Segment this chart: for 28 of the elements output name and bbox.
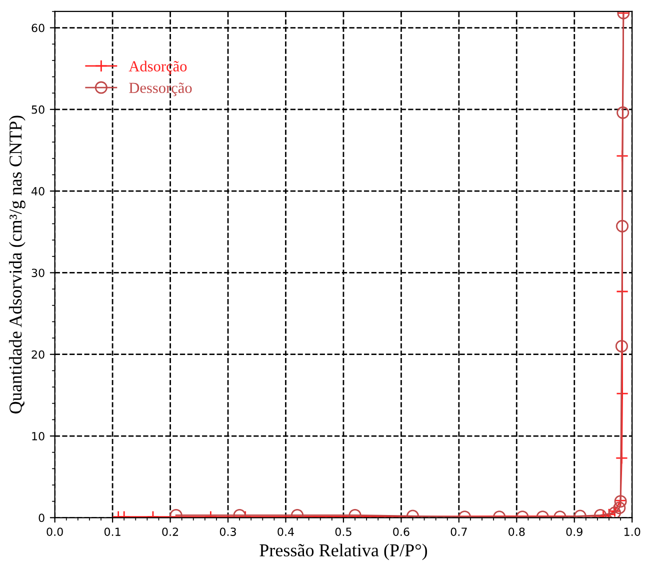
y-tick-label: 0 bbox=[38, 514, 44, 522]
x-tick-label: 1.0 bbox=[624, 528, 640, 536]
x-tick-label: 0.0 bbox=[46, 528, 63, 536]
x-tick-label: 0.2 bbox=[162, 528, 178, 536]
point bbox=[616, 150, 629, 162]
y-tick-label: 50 bbox=[32, 105, 44, 114]
x-tick-label: 0.3 bbox=[220, 528, 236, 536]
point bbox=[616, 220, 629, 232]
x-tick-label: 0.8 bbox=[508, 528, 525, 536]
y-tick-label: 40 bbox=[32, 187, 44, 196]
y-tick-label: 20 bbox=[32, 350, 44, 359]
y-axis-title: Quantidade Adsorvida (cm³/g nas CNTP) bbox=[8, 116, 26, 414]
y-tick-label: 10 bbox=[32, 432, 44, 440]
y-tick-label: 60 bbox=[32, 24, 44, 32]
point bbox=[616, 285, 629, 298]
x-tick-label: 0.4 bbox=[278, 528, 294, 536]
point bbox=[616, 387, 629, 400]
legend-label: Dessorção bbox=[129, 82, 192, 96]
x-tick-label: 0.9 bbox=[566, 528, 582, 536]
x-tick-label: 0.7 bbox=[450, 528, 467, 536]
y-tick-label: 30 bbox=[32, 268, 44, 278]
legend-label: Adsorção bbox=[128, 60, 187, 75]
x-axis-title: Pressão Relativa (P/P°) bbox=[260, 544, 428, 560]
x-tick-label: 0.5 bbox=[335, 528, 352, 536]
point bbox=[616, 106, 630, 119]
x-tick-label: 0.1 bbox=[104, 528, 120, 536]
x-tick-label: 0.6 bbox=[393, 528, 410, 536]
point bbox=[615, 340, 628, 352]
